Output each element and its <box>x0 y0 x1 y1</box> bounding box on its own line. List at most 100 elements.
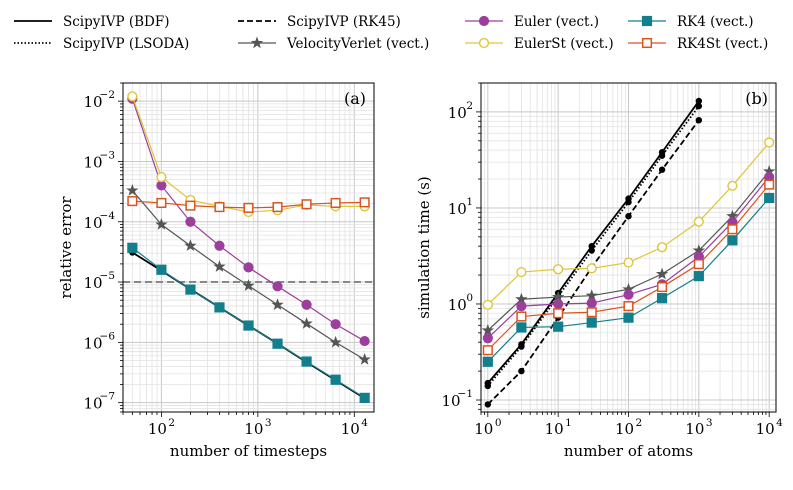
x-tick-label: 10 <box>474 420 493 438</box>
legend-label: RK4St (vect.) <box>677 36 768 52</box>
data-point-vv <box>271 298 284 311</box>
data-point-rk4st <box>330 197 341 209</box>
data-point-eulerst <box>727 180 738 191</box>
data-point-lsoda <box>484 382 492 390</box>
x-tick-label: 10 <box>545 420 564 438</box>
data-point-euler <box>553 298 564 310</box>
data-point-bdf <box>695 97 703 105</box>
data-point-eulerst <box>623 257 634 268</box>
legend-label: EulerSt (vect.) <box>514 36 614 52</box>
y-tick-exponent: −5 <box>100 270 115 282</box>
data-point-rk4 <box>301 356 312 367</box>
series-vv <box>481 164 776 336</box>
data-point-euler <box>156 180 167 191</box>
y-tick-label: 10 <box>448 200 467 218</box>
data-point-eulerst <box>693 216 704 227</box>
y-tick-exponent: 0 <box>466 292 473 304</box>
y-tick-exponent: −1 <box>458 388 473 400</box>
legend-swatch-marker <box>641 37 653 49</box>
data-point-rk4 <box>330 374 341 385</box>
x-tick-exponent: 4 <box>776 417 783 429</box>
data-point-rk4 <box>623 312 634 323</box>
data-point-vv <box>213 260 226 272</box>
data-point-rk4st <box>272 202 283 213</box>
data-point-euler <box>482 333 493 344</box>
data-point-rk45 <box>625 213 632 220</box>
data-point-eulerst <box>482 299 493 310</box>
grid <box>123 83 374 412</box>
y-tick-label: 10 <box>448 104 467 122</box>
data-point-eulerst <box>553 264 564 275</box>
series-group <box>126 91 371 403</box>
data-point-eulerst <box>764 137 775 148</box>
data-point-rk4st <box>657 282 668 293</box>
data-point-rk4st <box>214 202 225 213</box>
data-point-rk4 <box>214 302 225 313</box>
x-tick-label: 10 <box>341 420 360 438</box>
data-point-rk4st <box>516 311 527 322</box>
data-point-rk4st <box>301 199 312 210</box>
data-point-euler <box>586 298 597 309</box>
data-point-rk4st <box>185 200 196 211</box>
x-tick-label: 10 <box>756 420 775 438</box>
y-tick-label: 10 <box>84 395 103 413</box>
data-point-vv <box>126 184 139 196</box>
data-point-lsoda <box>625 198 632 206</box>
legend-label: RK4 (vect.) <box>677 14 754 30</box>
series-vv <box>126 184 371 365</box>
legend-label: ScipyIVP (RK45) <box>287 14 401 30</box>
data-point-vv <box>184 239 197 251</box>
legend-item-bdf: ScipyIVP (BDF) <box>14 14 170 30</box>
legend-swatch-marker <box>250 36 264 49</box>
y-tick-exponent: −7 <box>100 391 115 403</box>
legend-label: ScipyIVP (LSODA) <box>63 36 189 52</box>
data-point-vv <box>358 352 371 365</box>
data-point-lsoda <box>588 247 595 254</box>
data-point-bdf <box>588 242 595 250</box>
data-point-eulerst <box>656 242 668 253</box>
data-point-rk4st <box>623 301 634 312</box>
data-point-rk45 <box>518 367 525 375</box>
series-rk4 <box>482 192 775 367</box>
data-point-rk4 <box>185 284 196 295</box>
panel-label: (b) <box>745 89 768 108</box>
data-point-rk4st <box>482 345 493 356</box>
data-point-vv <box>155 218 168 230</box>
panel-label: (a) <box>344 89 366 108</box>
data-point-rk4 <box>516 322 527 333</box>
data-point-rk4 <box>127 242 138 253</box>
data-point-euler <box>243 262 254 273</box>
data-point-vv <box>481 323 494 336</box>
legend-label: VelocityVerlet (vect.) <box>286 36 429 52</box>
legend: ScipyIVP (BDF) ScipyIVP (LSODA) ScipyIVP (… <box>14 14 768 52</box>
legend-label: ScipyIVP (BDF) <box>63 14 170 30</box>
legend-item-rk4: RK4 (vect.) <box>628 14 754 30</box>
data-point-lsoda <box>695 102 703 110</box>
data-point-rk4st <box>243 202 254 213</box>
data-point-rk4 <box>482 356 493 367</box>
data-point-eulerst <box>586 263 597 274</box>
x-tick-exponent: 3 <box>706 417 713 429</box>
legend-swatch-marker <box>478 15 490 27</box>
data-point-rk4st <box>586 307 597 318</box>
legend-label: Euler (vect.) <box>514 14 599 30</box>
legend-swatch-marker <box>478 37 490 49</box>
y-tick-label: 10 <box>442 392 461 410</box>
data-point-rk4st <box>127 196 138 207</box>
series-rk4st <box>127 196 370 213</box>
data-point-vv <box>655 267 669 280</box>
legend-item-euler: Euler (vect.) <box>465 14 599 30</box>
data-point-rk4 <box>156 264 167 275</box>
x-tick-exponent: 4 <box>361 417 368 429</box>
y-tick-exponent: −3 <box>100 149 115 161</box>
data-point-euler <box>301 299 312 310</box>
y-tick-exponent: −2 <box>100 89 115 101</box>
y-tick-exponent: 1 <box>466 196 473 208</box>
data-point-vv <box>585 289 598 301</box>
ticks <box>118 82 355 417</box>
x-tick-exponent: 2 <box>636 417 643 429</box>
data-point-rk4st <box>553 308 564 319</box>
y-tick-label: 10 <box>84 214 103 232</box>
